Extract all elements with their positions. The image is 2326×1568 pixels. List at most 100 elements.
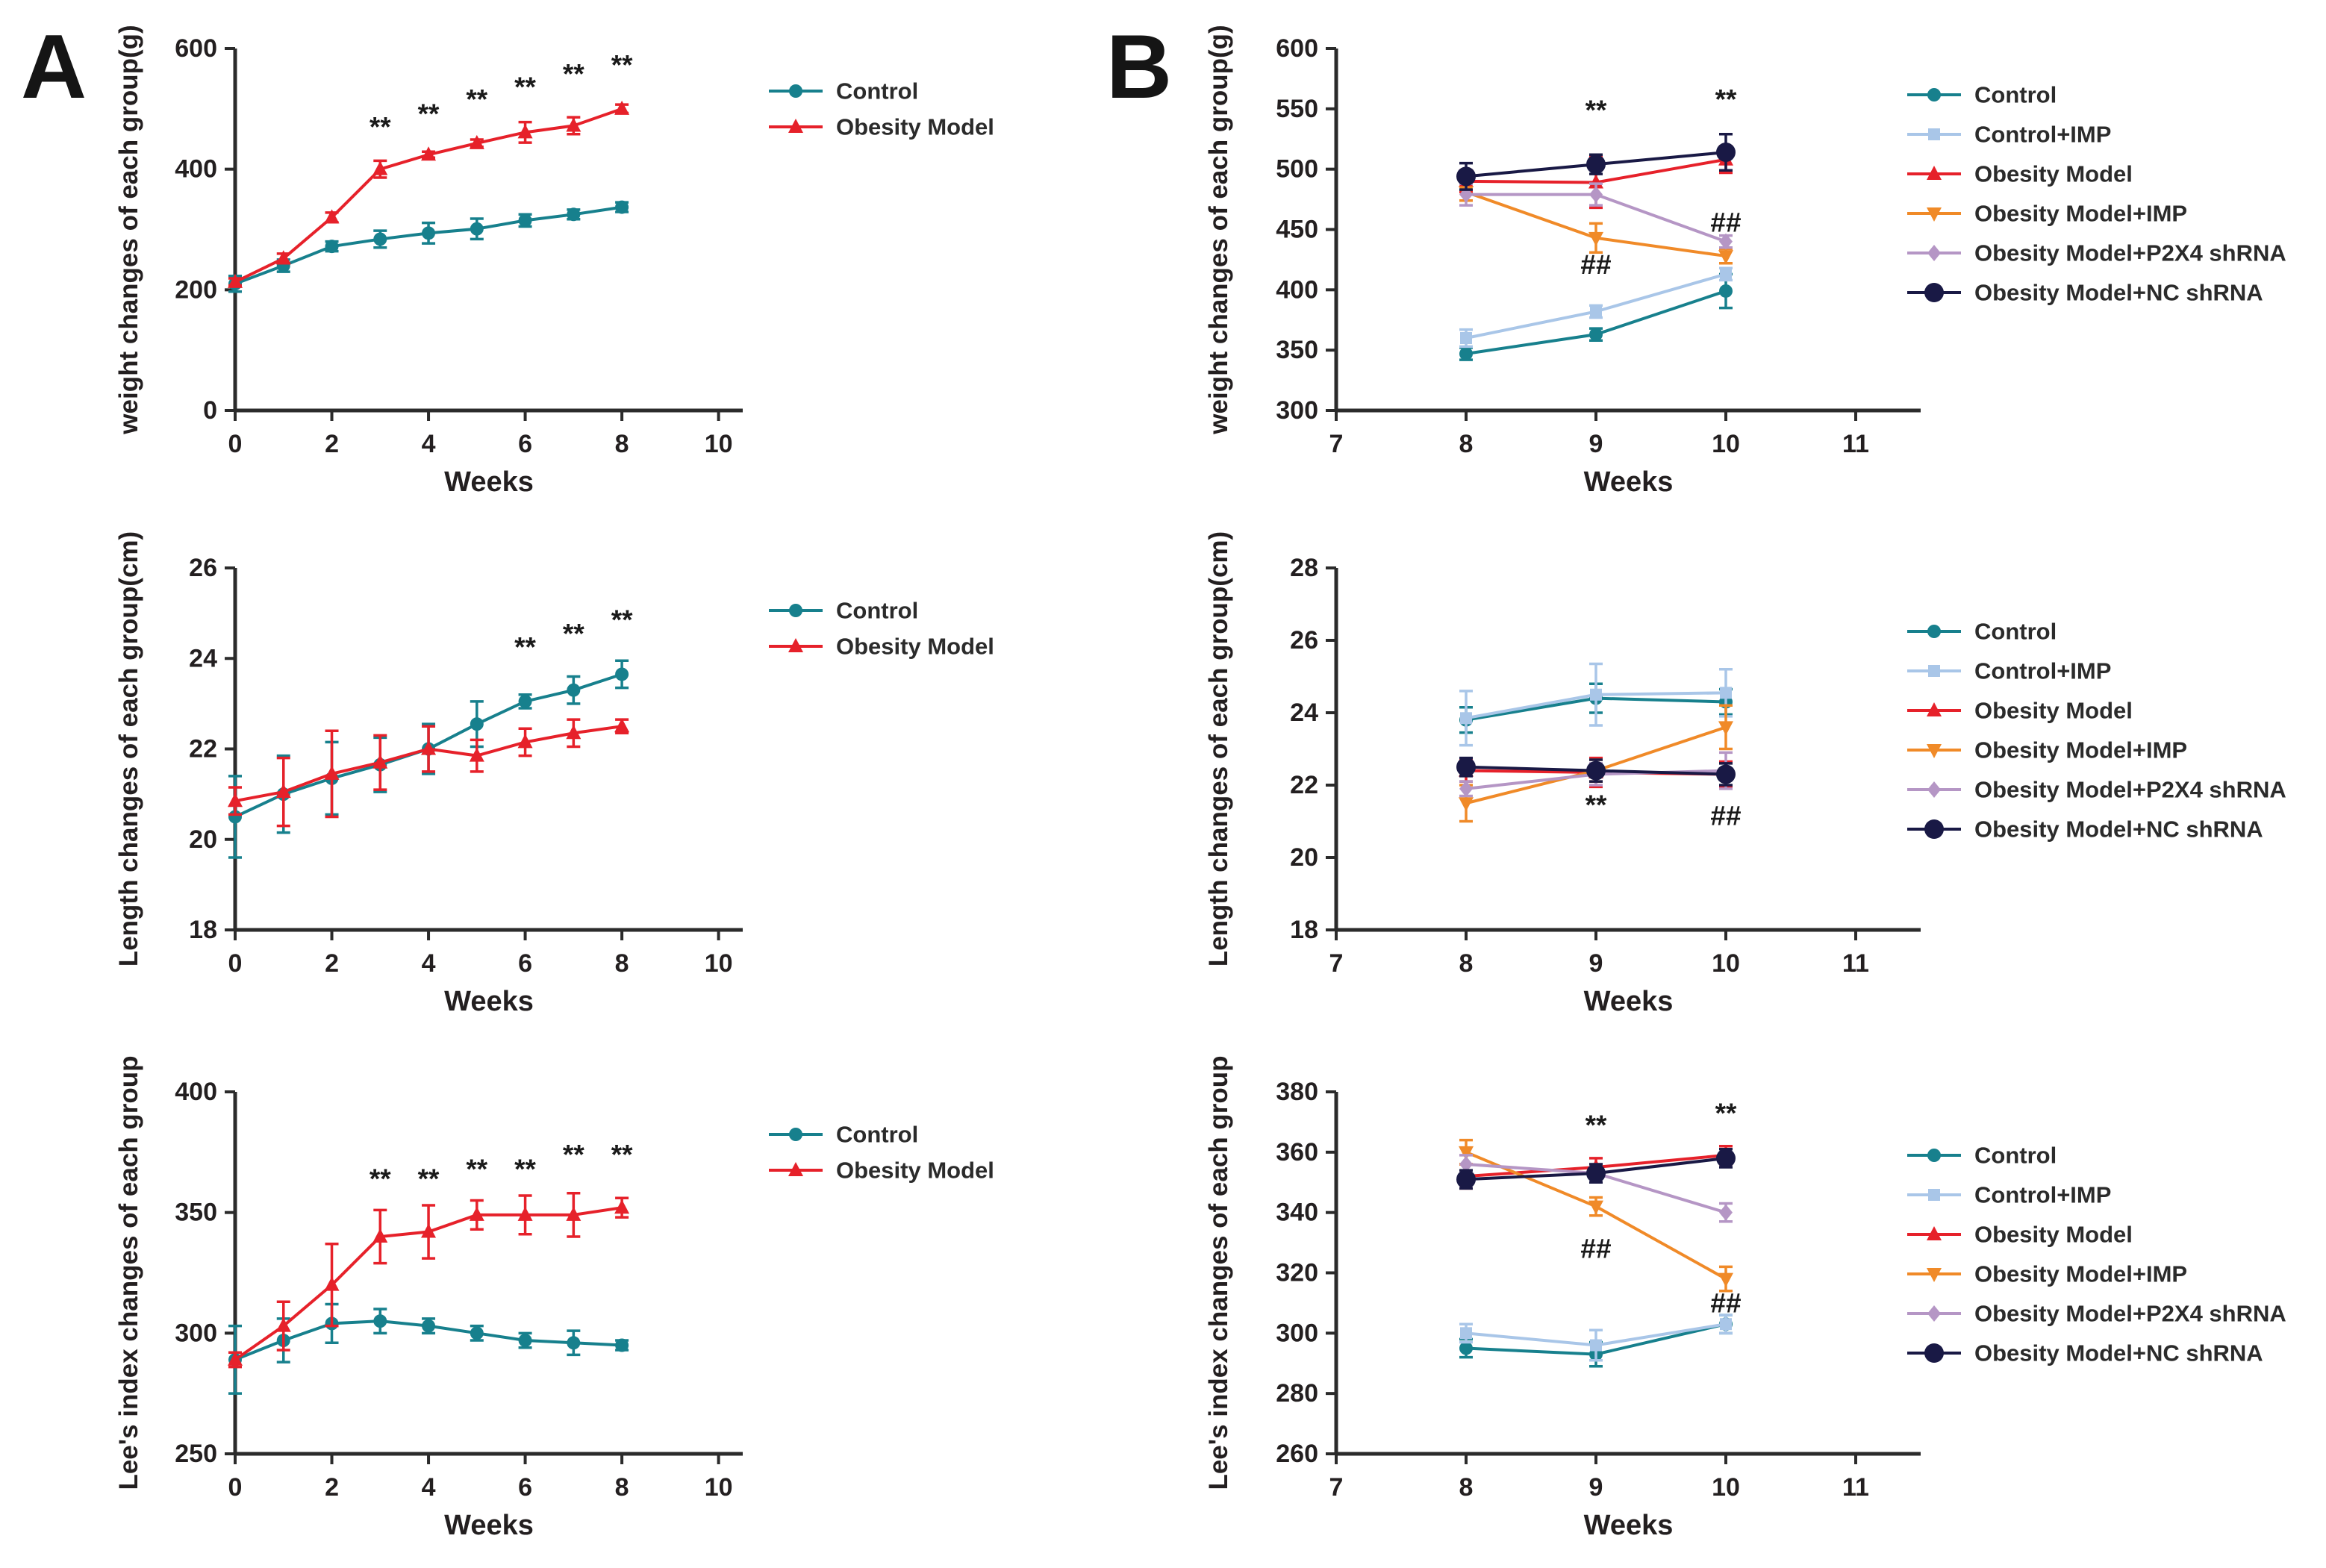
- significance-annotation: **: [563, 618, 584, 649]
- annotations: ** ** **: [514, 605, 633, 662]
- y-axis-title: weight changes of each group(g): [114, 25, 143, 434]
- marker-circle: [518, 213, 532, 228]
- legend-label: Control: [1974, 1143, 2057, 1169]
- marker-triangle-down: [1459, 797, 1474, 812]
- significance-annotation: **: [563, 58, 584, 89]
- marker-circle: [373, 1314, 387, 1328]
- significance-annotation: **: [514, 72, 536, 102]
- x-tick-label: 10: [1712, 430, 1740, 458]
- legend-item-obesity-model: Obesity Model: [1907, 1222, 2133, 1248]
- x-tick-label: 10: [1712, 949, 1740, 978]
- x-tick-label: 8: [1459, 1473, 1474, 1502]
- significance-annotation: **: [466, 1154, 487, 1184]
- legend: Control Control+IMP Obesity Model Obesity M…: [1907, 82, 2286, 306]
- x-tick-label: 4: [422, 1473, 436, 1502]
- x-tick-label: 10: [705, 1473, 733, 1502]
- legend-item-obesity-model: Obesity Model: [1907, 161, 2133, 187]
- x-tick-label: 7: [1329, 1473, 1344, 1502]
- y-tick-label: 20: [189, 825, 217, 854]
- marker-circle-large: [1716, 764, 1736, 784]
- x-axis-title: Weeks: [1584, 1510, 1674, 1541]
- marker-square: [1928, 665, 1940, 677]
- marker-circle: [470, 222, 484, 236]
- marker-circle: [567, 1336, 581, 1350]
- marker-triangle-down: [1588, 1200, 1603, 1215]
- y-tick-label: 24: [1290, 699, 1318, 727]
- legend-label: Obesity Model: [1974, 1222, 2133, 1248]
- marker-triangle-up: [228, 1351, 243, 1366]
- marker-diamond: [1589, 186, 1603, 203]
- legend-label: Obesity Model+IMP: [1974, 737, 2187, 763]
- legend: Control Control+IMP Obesity Model Obesity M…: [1907, 1143, 2286, 1366]
- x-tick-label: 0: [228, 1473, 243, 1502]
- x-tick-label: 11: [1842, 430, 1869, 458]
- series-control-imp: [1459, 1314, 1733, 1362]
- legend-label: Obesity Model+P2X4 shRNA: [1974, 240, 2286, 266]
- annotations: ** ** ** ** ** **: [370, 1140, 633, 1194]
- marker-diamond: [1927, 245, 1941, 261]
- chart-b-lees-index: 260 280 300 320 340 360 380 7 8 9 10 11 Weeks Lee's i…: [1204, 1055, 2286, 1541]
- significance-annotation: **: [370, 112, 391, 143]
- axes: 260 280 300 320 340 360 380 7 8 9 10 11 Weeks Lee's i…: [1204, 1055, 1921, 1541]
- y-tick-label: 400: [175, 1078, 217, 1106]
- series-control-imp: [1459, 662, 1733, 747]
- y-tick-label: 450: [1276, 216, 1318, 244]
- y-tick-label: 200: [175, 275, 217, 304]
- y-axis-title: Length changes of each group(cm): [1204, 531, 1233, 966]
- marker-triangle-down: [1588, 231, 1603, 246]
- x-tick-label: 9: [1589, 430, 1603, 458]
- marker-circle: [567, 207, 581, 222]
- annotations: ** ** ## ##: [1580, 1098, 1741, 1319]
- legend-label: Obesity Model: [1974, 698, 2133, 724]
- marker-triangle-up: [788, 638, 803, 652]
- marker-circle: [470, 717, 484, 731]
- marker-triangle-down: [1718, 250, 1733, 265]
- panel-a-label: A: [21, 16, 87, 117]
- marker-triangle-up: [614, 718, 630, 733]
- marker-triangle-up: [372, 1228, 388, 1243]
- marker-triangle-up: [517, 124, 533, 139]
- y-axis-title: Lee's index changes of each group: [1204, 1055, 1233, 1490]
- marker-circle: [567, 683, 581, 697]
- significance-annotation: **: [1586, 1110, 1607, 1140]
- marker-triangle-down: [1459, 1146, 1474, 1161]
- marker-triangle-up: [517, 734, 533, 749]
- legend-item-obesity-model-nc-shrna: Obesity Model+NC shRNA: [1907, 816, 2263, 843]
- legend: Control Obesity Model: [769, 598, 994, 660]
- marker-square: [1460, 332, 1472, 344]
- x-tick-label: 2: [325, 1473, 339, 1502]
- legend-item-obesity-model-p2x4-shrna: Obesity Model+P2X4 shRNA: [1907, 240, 2286, 266]
- y-tick-label: 300: [1276, 1319, 1318, 1347]
- legend-label: Control+IMP: [1974, 658, 2111, 684]
- axes: 250 300 350 400 0 2 4 6 8 10 Weeks Lee's index chan…: [114, 1055, 743, 1541]
- legend-item-obesity-model-imp: Obesity Model+IMP: [1907, 1261, 2187, 1287]
- legend-item-control: Control: [1907, 1143, 2057, 1169]
- marker-triangle-up: [1927, 166, 1942, 180]
- y-tick-label: 18: [189, 916, 217, 944]
- legend-item-obesity-model-p2x4-shrna: Obesity Model+P2X4 shRNA: [1907, 1301, 2286, 1327]
- marker-circle-large: [1456, 1169, 1476, 1190]
- legend-item-control-imp: Control+IMP: [1907, 122, 2111, 148]
- marker-diamond: [1927, 781, 1941, 798]
- legend-label: Obesity Model+IMP: [1974, 201, 2187, 227]
- marker-triangle-up: [788, 1162, 803, 1176]
- marker-circle-large: [1716, 1148, 1736, 1168]
- series-control: [1459, 272, 1733, 361]
- y-tick-label: 28: [1290, 554, 1318, 582]
- y-tick-label: 0: [203, 396, 217, 425]
- marker-diamond: [1719, 1204, 1733, 1221]
- x-tick-label: 2: [325, 949, 339, 978]
- x-axis-title: Weeks: [1584, 986, 1674, 1017]
- annotations: ** ** ** ** ** **: [370, 49, 633, 142]
- marker-circle: [373, 232, 387, 246]
- significance-annotation: ##: [1710, 1287, 1741, 1318]
- legend-label: Obesity Model+NC shRNA: [1974, 816, 2263, 843]
- marker-triangle-up: [275, 1317, 291, 1332]
- significance-annotation: **: [418, 1163, 440, 1194]
- marker-triangle-up: [469, 134, 484, 149]
- marker-circle-large: [1586, 1163, 1606, 1184]
- significance-annotation: **: [1586, 790, 1607, 820]
- legend-item-control: Control: [769, 1122, 918, 1148]
- series-obesity-model: [228, 100, 630, 288]
